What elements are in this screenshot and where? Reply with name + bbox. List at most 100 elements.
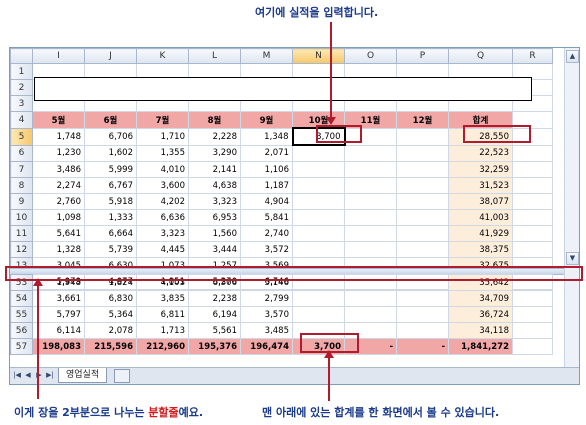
table-cell[interactable]: 198,083	[32, 338, 85, 355]
table-cell[interactable]: 6,953	[188, 209, 241, 226]
table-cell[interactable]: 3,486	[32, 161, 85, 178]
table-cell[interactable]: 3,661	[32, 290, 85, 307]
last-sheet-icon[interactable]: ▶|	[46, 371, 54, 379]
table-cell[interactable]	[344, 209, 397, 226]
table-cell[interactable]: 34,709	[448, 290, 513, 307]
table-cell[interactable]: -	[396, 338, 449, 355]
table-cell[interactable]	[396, 290, 449, 307]
table-cell[interactable]: 2,760	[32, 193, 85, 210]
table-cell[interactable]	[512, 322, 553, 339]
table-cell[interactable]	[396, 225, 449, 242]
select-all-corner[interactable]	[10, 48, 33, 64]
table-cell[interactable]	[292, 177, 345, 194]
column-header[interactable]: P	[396, 48, 449, 64]
table-cell[interactable]	[344, 193, 397, 210]
title-cell-box[interactable]	[34, 77, 532, 101]
table-cell[interactable]	[512, 144, 553, 162]
scroll-down-icon[interactable]: ▼	[566, 252, 579, 265]
table-cell[interactable]	[396, 322, 449, 339]
table-cell[interactable]: 1,328	[32, 241, 85, 258]
table-cell[interactable]: 2,238	[188, 290, 241, 307]
table-cell[interactable]: 5,918	[84, 193, 137, 210]
table-cell[interactable]	[512, 306, 553, 323]
sheet-tab[interactable]: 영업실적	[58, 368, 108, 383]
table-cell[interactable]	[396, 193, 449, 210]
table-cell[interactable]: 12월	[396, 111, 449, 129]
table-cell[interactable]	[512, 225, 553, 242]
row-header[interactable]: 8	[10, 177, 33, 194]
insert-sheet-icon[interactable]	[114, 369, 130, 383]
table-cell[interactable]	[396, 161, 449, 178]
table-cell[interactable]: 7월	[136, 111, 189, 129]
row-header[interactable]: 1	[10, 63, 33, 80]
table-cell[interactable]	[292, 290, 345, 307]
table-cell[interactable]	[344, 290, 397, 307]
table-cell[interactable]: 1,710	[136, 127, 189, 146]
table-cell[interactable]: 5,364	[84, 306, 137, 323]
table-cell[interactable]	[292, 306, 345, 323]
column-header[interactable]: O	[344, 48, 397, 64]
table-cell[interactable]: 2,274	[32, 177, 85, 194]
table-cell[interactable]: 6,194	[188, 306, 241, 323]
table-cell[interactable]: 6,767	[84, 177, 137, 194]
table-cell[interactable]	[292, 209, 345, 226]
table-cell[interactable]: 2,740	[240, 225, 293, 242]
table-cell[interactable]: 3,290	[188, 144, 241, 162]
table-cell[interactable]: 3,323	[136, 225, 189, 242]
table-cell[interactable]: 1,106	[240, 161, 293, 178]
row-header[interactable]: 9	[10, 193, 33, 210]
table-cell[interactable]: 1,348	[240, 127, 293, 146]
table-cell[interactable]: 1,841,272	[448, 338, 513, 355]
table-cell[interactable]: 5,561	[188, 322, 241, 339]
table-cell[interactable]: 195,376	[188, 338, 241, 355]
vertical-scrollbar[interactable]: ▲ ▼	[564, 48, 579, 368]
table-cell[interactable]: 6,811	[136, 306, 189, 323]
table-cell[interactable]: 4,638	[188, 177, 241, 194]
column-header[interactable]: R	[512, 48, 553, 64]
table-cell[interactable]: 1,602	[84, 144, 137, 162]
row-header[interactable]: 54	[10, 290, 33, 307]
table-cell[interactable]	[512, 209, 553, 226]
table-cell[interactable]: 1,560	[188, 225, 241, 242]
prev-sheet-icon[interactable]: ◀	[25, 371, 31, 379]
table-cell[interactable]: 2,228	[188, 127, 241, 146]
table-cell[interactable]: 11월	[344, 111, 397, 129]
table-cell[interactable]	[344, 306, 397, 323]
table-cell[interactable]: 5,797	[32, 306, 85, 323]
row-header[interactable]: 11	[10, 225, 33, 242]
table-cell[interactable]	[396, 306, 449, 323]
table-cell[interactable]: 3,700	[292, 338, 345, 355]
table-cell[interactable]	[512, 338, 553, 355]
table-cell[interactable]: 6,706	[84, 127, 137, 146]
table-cell[interactable]: 3,835	[136, 290, 189, 307]
column-header[interactable]: J	[84, 48, 137, 64]
table-cell[interactable]: 5,999	[84, 161, 137, 178]
table-cell[interactable]	[512, 193, 553, 210]
row-header[interactable]: 4	[10, 111, 33, 129]
table-cell[interactable]	[512, 290, 553, 307]
table-cell[interactable]: 5,641	[32, 225, 85, 242]
table-cell[interactable]: 38,375	[448, 241, 513, 258]
table-cell[interactable]	[344, 161, 397, 178]
table-cell[interactable]	[344, 241, 397, 258]
table-cell[interactable]: 1,230	[32, 144, 85, 162]
table-cell[interactable]	[512, 161, 553, 178]
table-cell[interactable]	[512, 177, 553, 194]
table-cell[interactable]: 5월	[32, 111, 85, 129]
table-cell[interactable]	[344, 177, 397, 194]
table-cell[interactable]: 5,841	[240, 209, 293, 226]
row-header[interactable]: 2	[10, 79, 33, 96]
table-cell[interactable]: 22,523	[448, 144, 513, 162]
first-sheet-icon[interactable]: |◀	[13, 371, 21, 379]
scroll-up-icon[interactable]: ▲	[566, 50, 579, 63]
row-header[interactable]: 56	[10, 322, 33, 339]
table-cell[interactable]: 6,636	[136, 209, 189, 226]
table-cell[interactable]	[512, 241, 553, 258]
table-cell[interactable]: 합계	[448, 111, 513, 129]
table-cell[interactable]	[396, 209, 449, 226]
row-header[interactable]: 12	[10, 241, 33, 258]
table-cell[interactable]	[396, 144, 449, 162]
table-cell[interactable]: 3,600	[136, 177, 189, 194]
table-cell[interactable]: 2,799	[240, 290, 293, 307]
row-header[interactable]: 7	[10, 161, 33, 178]
